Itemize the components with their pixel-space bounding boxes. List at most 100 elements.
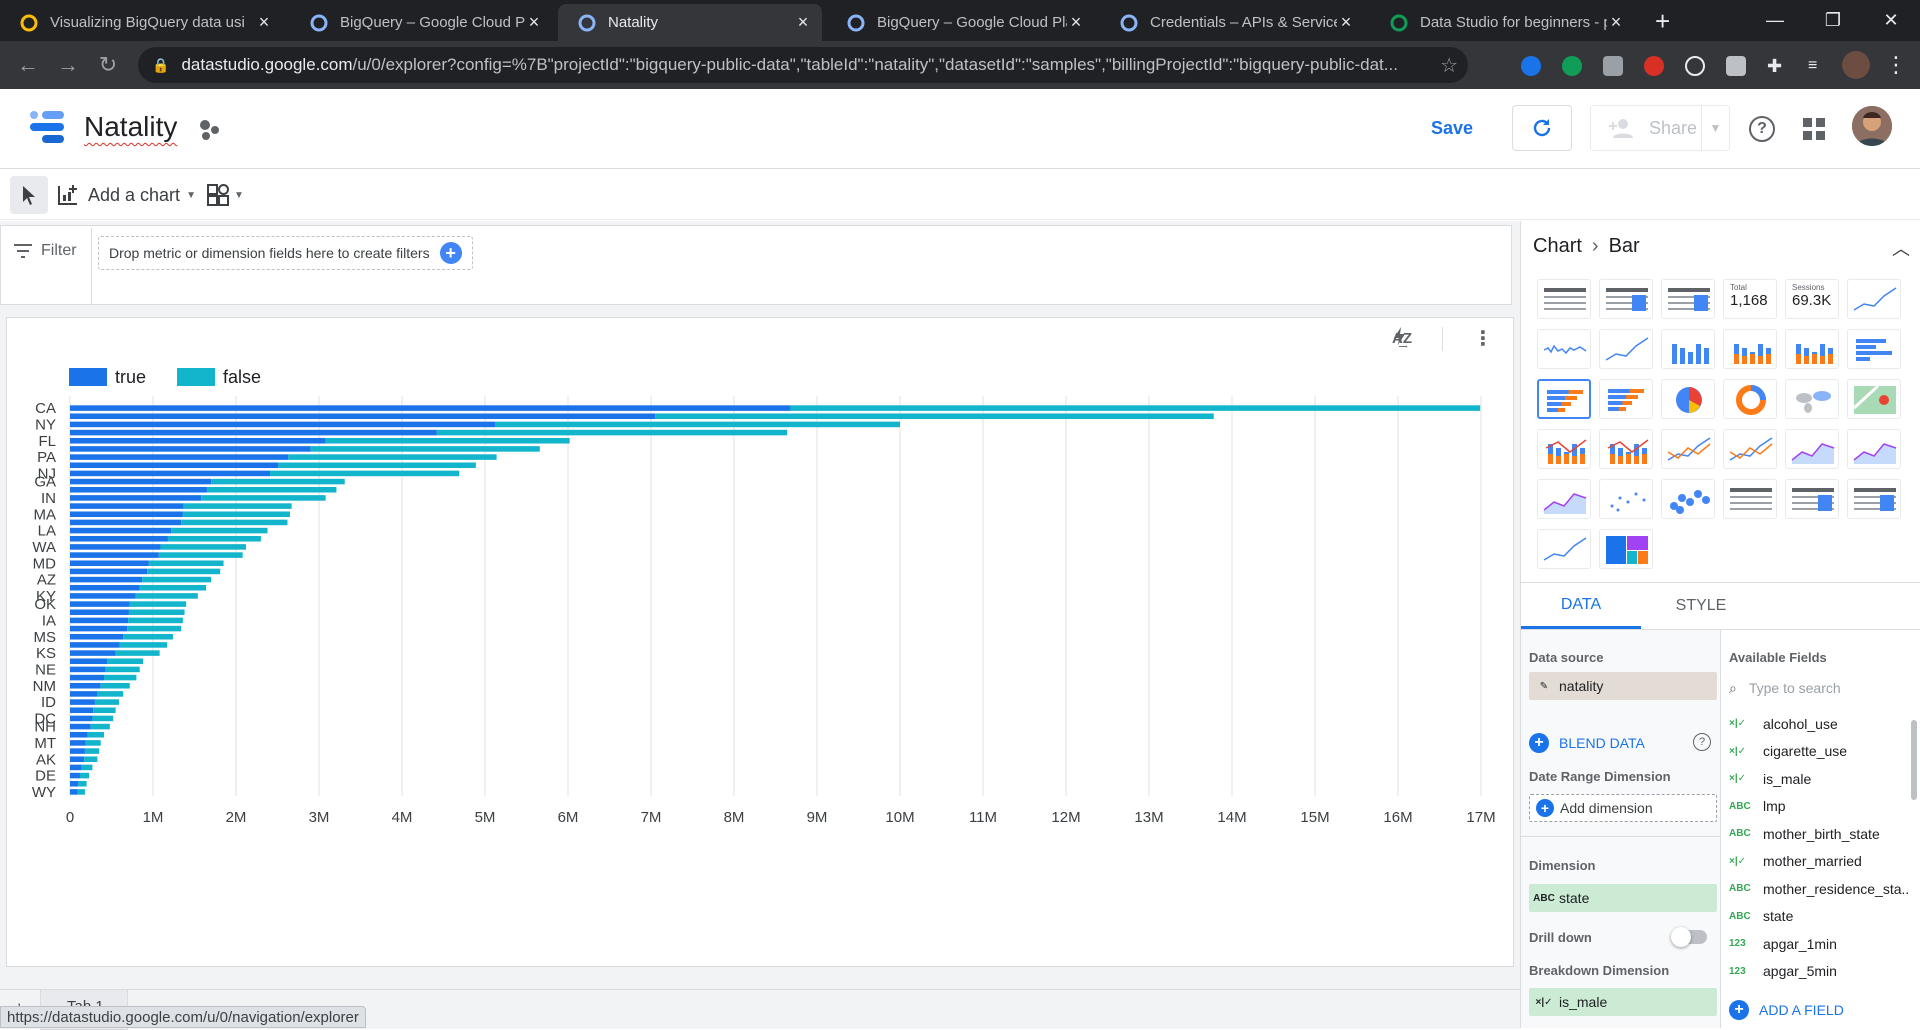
browser-tab[interactable]: Data Studio for beginners - p × bbox=[1370, 4, 1635, 41]
help-icon[interactable]: ? bbox=[1749, 116, 1775, 142]
browser-tab[interactable]: BigQuery – Google Cloud Pla × bbox=[827, 4, 1095, 41]
forward-icon[interactable]: → bbox=[57, 52, 79, 77]
field-item[interactable]: 123 apgar_1min bbox=[1729, 930, 1909, 958]
chart-type-bar[interactable] bbox=[1847, 329, 1901, 369]
share-button[interactable]: Share ▼ bbox=[1590, 105, 1730, 151]
add-control-button[interactable]: ▼ bbox=[206, 180, 244, 210]
field-item[interactable]: ×|✓ alcohol_use bbox=[1729, 710, 1909, 738]
fields-scrollbar[interactable] bbox=[1911, 720, 1917, 800]
chart-type-area[interactable] bbox=[1785, 429, 1839, 469]
chart-type-stacked-column[interactable] bbox=[1723, 329, 1777, 369]
extensions-puzzle-icon[interactable]: ✚ bbox=[1767, 56, 1783, 76]
add-chart-button[interactable]: Add a chart ▼ bbox=[56, 180, 196, 210]
chart-type-table-heatmap[interactable] bbox=[1661, 279, 1715, 319]
save-button[interactable]: Save bbox=[1430, 117, 1474, 138]
tab-style[interactable]: STYLE bbox=[1675, 597, 1727, 614]
chart-type-smoothed-line[interactable] bbox=[1599, 329, 1653, 369]
reload-icon[interactable]: ↻ bbox=[98, 52, 118, 77]
close-tab-icon[interactable]: × bbox=[797, 12, 809, 32]
chart-type-column[interactable] bbox=[1661, 329, 1715, 369]
extension-red-icon[interactable] bbox=[1644, 56, 1664, 76]
report-title[interactable]: Natality bbox=[84, 111, 178, 142]
minimize-button[interactable]: — bbox=[1766, 10, 1784, 30]
field-item[interactable]: ABC mother_birth_state bbox=[1729, 820, 1909, 848]
blend-data-button[interactable]: + BLEND DATA ? bbox=[1529, 733, 1717, 753]
extension-react-icon[interactable] bbox=[1685, 56, 1705, 76]
chart-type-smoothed-combo[interactable] bbox=[1723, 429, 1777, 469]
bar-chart[interactable]: 0 1M 2M 3M 4M 5M 6M 7M 8M 9M 10M 11M 12M 13M 14M 15M 16M… bbox=[6, 317, 1514, 967]
more-options-icon[interactable]: ⋮ bbox=[1473, 328, 1493, 350]
chart-type-time-series[interactable] bbox=[1847, 279, 1901, 319]
browser-tab[interactable]: Visualizing BigQuery data usi × bbox=[0, 4, 283, 41]
profile-avatar[interactable] bbox=[1842, 51, 1870, 79]
chart-type-100-bar[interactable] bbox=[1599, 379, 1653, 419]
extension-green-icon[interactable] bbox=[1562, 56, 1582, 76]
close-tab-icon[interactable]: × bbox=[258, 12, 270, 32]
extension-clipboard-icon[interactable] bbox=[1603, 56, 1623, 76]
chart-type-geo-map[interactable] bbox=[1785, 379, 1839, 419]
extension-u-icon[interactable] bbox=[1521, 56, 1541, 76]
select-tool-button[interactable] bbox=[10, 176, 48, 214]
field-item[interactable]: 123 apgar_5min bbox=[1729, 958, 1909, 986]
bookmark-star-icon[interactable]: ☆ bbox=[1440, 55, 1458, 77]
data-source-chip[interactable]: ✎ natality bbox=[1529, 672, 1717, 700]
chart-type-scatter[interactable] bbox=[1599, 479, 1653, 519]
lightning-icon[interactable] bbox=[1392, 326, 1408, 346]
pencil-icon[interactable]: ✎ bbox=[1539, 680, 1549, 692]
extension-calendar-icon[interactable] bbox=[1726, 56, 1746, 76]
address-bar[interactable]: 🔒 datastudio.google.com/u/0/explorer?con… bbox=[138, 47, 1468, 83]
close-window-button[interactable]: ✕ bbox=[1883, 10, 1899, 30]
chart-type-table[interactable] bbox=[1537, 279, 1591, 319]
chart-type-pivot-bars[interactable] bbox=[1785, 479, 1839, 519]
filter-hint[interactable]: Drop metric or dimension fields here to … bbox=[98, 236, 473, 270]
close-tab-icon[interactable]: × bbox=[1610, 12, 1622, 32]
close-tab-icon[interactable]: × bbox=[528, 12, 540, 32]
chart-type-google-map[interactable] bbox=[1847, 379, 1901, 419]
chart-type-bullet[interactable] bbox=[1537, 529, 1591, 569]
close-tab-icon[interactable]: × bbox=[1340, 12, 1352, 32]
user-avatar[interactable] bbox=[1852, 106, 1892, 146]
chart-type-bubble[interactable] bbox=[1661, 479, 1715, 519]
tab-data[interactable]: DATA bbox=[1521, 583, 1641, 629]
browser-tab[interactable]: Natality × bbox=[558, 4, 822, 41]
collapse-panel-icon[interactable]: ︿ bbox=[1892, 239, 1910, 259]
data-source-icon[interactable] bbox=[198, 119, 222, 141]
new-tab-button[interactable]: + bbox=[1655, 6, 1671, 36]
data-studio-logo-icon[interactable] bbox=[28, 107, 68, 147]
browser-menu-icon[interactable]: ⋮ bbox=[1885, 52, 1907, 77]
chart-type-stacked-combo[interactable] bbox=[1599, 429, 1653, 469]
field-item[interactable]: ABC lmp bbox=[1729, 793, 1909, 821]
field-item[interactable]: ABC state bbox=[1729, 903, 1909, 931]
chart-type-100-area[interactable] bbox=[1537, 479, 1591, 519]
dimension-chip[interactable]: ABC state bbox=[1529, 884, 1717, 912]
field-item[interactable]: ABC mother_residence_sta... bbox=[1729, 875, 1909, 903]
breakdown-chip[interactable]: ×|✓ is_male bbox=[1529, 988, 1717, 1016]
field-item[interactable]: ×|✓ cigarette_use bbox=[1729, 738, 1909, 766]
chart-type-stacked-bar[interactable] bbox=[1537, 379, 1591, 419]
chart-type-pivot-heatmap[interactable] bbox=[1847, 479, 1901, 519]
filter-drop-zone[interactable]: Drop metric or dimension fields here to … bbox=[91, 228, 1511, 304]
drill-down-toggle[interactable] bbox=[1671, 927, 1707, 947]
chart-type-pivot[interactable] bbox=[1723, 479, 1777, 519]
help-circle-icon[interactable]: ? bbox=[1693, 733, 1711, 751]
chart-type-table-bars[interactable] bbox=[1599, 279, 1653, 319]
chart-type-combo[interactable] bbox=[1537, 429, 1591, 469]
field-item[interactable]: ×|✓ mother_married bbox=[1729, 848, 1909, 876]
share-dropdown-icon[interactable]: ▼ bbox=[1701, 106, 1729, 150]
add-field-button[interactable]: + ADD A FIELD bbox=[1729, 1000, 1844, 1020]
refresh-button[interactable] bbox=[1512, 105, 1572, 151]
chart-type-stacked-area[interactable] bbox=[1847, 429, 1901, 469]
apps-grid-icon[interactable] bbox=[1803, 118, 1825, 140]
chart-type-pie[interactable] bbox=[1661, 379, 1715, 419]
add-filter-icon[interactable]: + bbox=[439, 242, 462, 264]
back-icon[interactable]: ← bbox=[17, 52, 39, 77]
close-tab-icon[interactable]: × bbox=[1070, 12, 1082, 32]
browser-tab[interactable]: BigQuery – Google Cloud Pla × bbox=[290, 4, 553, 41]
chart-type-scorecard-sessions[interactable]: Sessions 69.3K bbox=[1785, 279, 1839, 319]
restore-button[interactable]: ❐ bbox=[1824, 10, 1842, 30]
field-item[interactable]: ×|✓ is_male bbox=[1729, 765, 1909, 793]
chart-type-treemap[interactable] bbox=[1599, 529, 1653, 569]
browser-tab[interactable]: Credentials – APIs & Services × bbox=[1100, 4, 1365, 41]
chart-type-donut[interactable] bbox=[1723, 379, 1777, 419]
chart-type-sparkline[interactable] bbox=[1537, 329, 1591, 369]
